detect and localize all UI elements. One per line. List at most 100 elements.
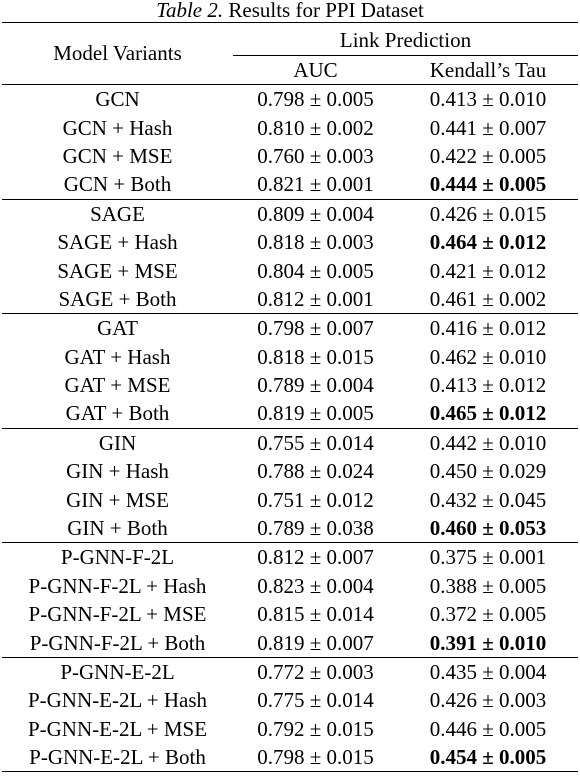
- caption-label: Table 2.: [156, 0, 224, 22]
- auc-cell: 0.789 ± 0.038: [257, 516, 374, 541]
- auc-cell: 0.804 ± 0.005: [257, 258, 374, 283]
- model-cell: GAT + MSE: [64, 373, 171, 398]
- tau-cell: 0.441 ± 0.007: [429, 115, 547, 140]
- table-row: GCN 0.798 ± 0.005 0.413 ± 0.010: [2, 85, 578, 114]
- model-group: GAT 0.798 ± 0.007 0.416 ± 0.012 GAT + Hash 0…: [2, 313, 578, 429]
- auc-cell: 0.818 ± 0.003: [257, 230, 374, 255]
- auc-cell: 0.772 ± 0.003: [233, 656, 398, 687]
- auc-cell: 0.798 ± 0.005: [257, 87, 374, 112]
- auc-cell: 0.810 ± 0.002: [257, 115, 374, 140]
- tau-cell: 0.460 ± 0.053: [429, 516, 547, 541]
- table-row: P-GNN-E-2L + Hash 0.775 ± 0.014 0.426 ± 0.…: [2, 686, 578, 714]
- tau-cell: 0.435 ± 0.004: [398, 656, 578, 687]
- table-row: GIN + MSE 0.751 ± 0.012 0.432 ± 0.045: [2, 485, 578, 513]
- model-cell: GIN + Both: [67, 516, 168, 541]
- tau-cell: 0.432 ± 0.045: [429, 487, 547, 512]
- auc-cell: 0.823 ± 0.004: [257, 573, 374, 598]
- model-cell: P-GNN-F-2L + Both: [29, 630, 206, 655]
- tau-cell: 0.388 ± 0.005: [429, 573, 547, 598]
- table-row: P-GNN-F-2L + Hash 0.823 ± 0.004 0.388 ± 0.…: [2, 572, 578, 600]
- model-cell: SAGE + Hash: [57, 230, 178, 255]
- auc-cell: 0.788 ± 0.024: [257, 459, 374, 484]
- tau-cell: 0.461 ± 0.002: [429, 286, 547, 311]
- tau-cell: 0.446 ± 0.005: [429, 716, 547, 741]
- auc-cell: 0.812 ± 0.007: [233, 542, 398, 572]
- model-cell: GIN + Hash: [66, 459, 169, 484]
- auc-cell: 0.755 ± 0.014: [233, 427, 398, 458]
- model-cell: SAGE: [2, 198, 233, 228]
- table-row: GAT 0.798 ± 0.007 0.416 ± 0.012: [2, 313, 578, 343]
- tau-cell: 0.464 ± 0.012: [429, 230, 547, 255]
- model-cell: P-GNN-E-2L: [2, 656, 233, 687]
- tau-cell: 0.413 ± 0.010: [429, 87, 547, 112]
- table-row: P-GNN-F-2L 0.812 ± 0.007 0.375 ± 0.001: [2, 542, 578, 572]
- model-cell: SAGE + Both: [58, 286, 177, 311]
- caption-text: Results for PPI Dataset: [228, 0, 424, 22]
- model-group: GIN 0.755 ± 0.014 0.442 ± 0.010 GIN + Hash 0…: [2, 427, 578, 543]
- tau-cell: 0.462 ± 0.010: [429, 344, 547, 369]
- model-cell: GCN + Hash: [62, 115, 173, 140]
- model-group: P-GNN-E-2L 0.772 ± 0.003 0.435 ± 0.004 P-GN…: [2, 656, 578, 773]
- model-cell: P-GNN-E-2L + Hash: [27, 688, 208, 713]
- tau-cell: 0.422 ± 0.005: [429, 143, 547, 168]
- table-row: GCN + Both 0.821 ± 0.001 0.444 ± 0.005: [2, 170, 578, 199]
- model-group: SAGE 0.809 ± 0.004 0.426 ± 0.015 SAGE + Has…: [2, 198, 578, 314]
- table-row: P-GNN-E-2L 0.772 ± 0.003 0.435 ± 0.004: [2, 656, 578, 687]
- model-cell: P-GNN-F-2L: [2, 542, 233, 572]
- model-group: GCN 0.798 ± 0.005 0.413 ± 0.010 GCN + Hash 0…: [2, 85, 578, 200]
- auc-header: AUC: [233, 55, 398, 85]
- auc-cell: 0.775 ± 0.014: [257, 688, 374, 713]
- table-row: SAGE + MSE 0.804 ± 0.005 0.421 ± 0.012: [2, 256, 578, 284]
- table-row: SAGE + Hash 0.818 ± 0.003 0.464 ± 0.012: [2, 228, 578, 256]
- model-cell: GCN + Both: [63, 172, 172, 197]
- table-row: GIN 0.755 ± 0.014 0.442 ± 0.010: [2, 427, 578, 458]
- auc-cell: 0.809 ± 0.004: [233, 198, 398, 228]
- tau-cell: 0.391 ± 0.010: [429, 630, 547, 655]
- auc-cell: 0.818 ± 0.015: [257, 344, 374, 369]
- table-row: SAGE 0.809 ± 0.004 0.426 ± 0.015: [2, 198, 578, 228]
- tau-cell: 0.450 ± 0.029: [429, 459, 547, 484]
- table-row: GAT + Hash 0.818 ± 0.015 0.462 ± 0.010: [2, 343, 578, 371]
- auc-cell: 0.812 ± 0.001: [257, 286, 374, 311]
- results-table: Model Variants Link Prediction AUC Kenda…: [2, 22, 578, 773]
- model-cell: GCN + MSE: [62, 143, 173, 168]
- tau-cell: 0.444 ± 0.005: [429, 172, 547, 197]
- auc-cell: 0.819 ± 0.007: [257, 630, 374, 655]
- kendall-tau-header: Kendall’s Tau: [398, 55, 578, 85]
- table-row: SAGE + Both 0.812 ± 0.001 0.461 ± 0.002: [2, 285, 578, 314]
- table-row: GAT + MSE 0.789 ± 0.004 0.413 ± 0.012: [2, 371, 578, 399]
- model-cell: P-GNN-E-2L + Both: [2, 742, 233, 773]
- link-prediction-header: Link Prediction: [233, 22, 578, 56]
- tau-cell: 0.454 ± 0.005: [398, 742, 578, 773]
- tau-cell: 0.442 ± 0.010: [398, 427, 578, 458]
- table-row: P-GNN-E-2L + MSE 0.792 ± 0.015 0.446 ± 0.0…: [2, 715, 578, 743]
- tau-cell: 0.416 ± 0.012: [398, 313, 578, 343]
- auc-cell: 0.798 ± 0.007: [233, 313, 398, 343]
- table-row: P-GNN-F-2L + Both 0.819 ± 0.007 0.391 ± 0.…: [2, 628, 578, 657]
- auc-cell: 0.819 ± 0.005: [257, 401, 374, 426]
- table-row: GCN + Hash 0.810 ± 0.002 0.441 ± 0.007: [2, 113, 578, 141]
- tau-cell: 0.426 ± 0.015: [398, 198, 578, 228]
- table-caption: Table 2. Results for PPI Dataset: [0, 0, 580, 22]
- model-variants-header: Model Variants: [2, 22, 233, 85]
- model-cell: GIN + MSE: [66, 487, 169, 512]
- model-cell: GAT + Hash: [64, 344, 171, 369]
- table-row: GCN + MSE 0.760 ± 0.003 0.422 ± 0.005: [2, 142, 578, 170]
- auc-cell: 0.751 ± 0.012: [257, 487, 374, 512]
- auc-cell: 0.789 ± 0.004: [257, 373, 374, 398]
- model-cell: GIN: [2, 427, 233, 458]
- auc-cell: 0.760 ± 0.003: [257, 143, 374, 168]
- model-cell: SAGE + MSE: [57, 258, 178, 283]
- model-cell: P-GNN-F-2L + Hash: [28, 573, 207, 598]
- table-row: GAT + Both 0.819 ± 0.005 0.465 ± 0.012: [2, 399, 578, 428]
- model-cell: GAT + Both: [65, 401, 170, 426]
- auc-cell: 0.798 ± 0.015: [233, 742, 398, 773]
- tau-cell: 0.375 ± 0.001: [398, 542, 578, 572]
- model-cell: P-GNN-E-2L + MSE: [27, 716, 208, 741]
- tau-cell: 0.372 ± 0.005: [429, 602, 547, 627]
- model-group: P-GNN-F-2L 0.812 ± 0.007 0.375 ± 0.001 P-GN…: [2, 542, 578, 658]
- tau-cell: 0.426 ± 0.003: [429, 688, 547, 713]
- table-row: GIN + Both 0.789 ± 0.038 0.460 ± 0.053: [2, 514, 578, 543]
- tau-cell: 0.413 ± 0.012: [429, 373, 547, 398]
- table-row: GIN + Hash 0.788 ± 0.024 0.450 ± 0.029: [2, 457, 578, 485]
